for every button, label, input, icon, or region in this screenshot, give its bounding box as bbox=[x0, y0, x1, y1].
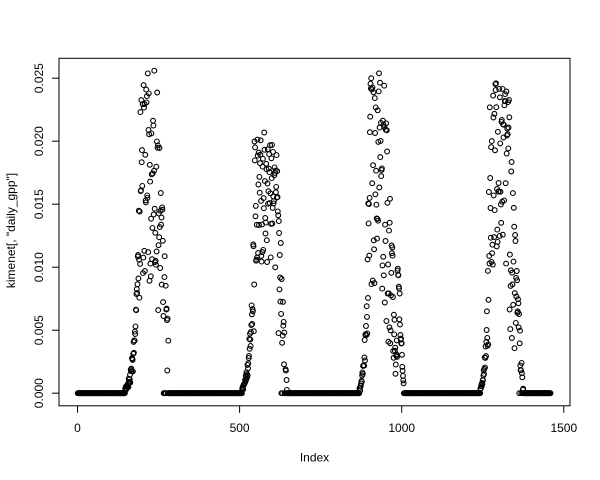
svg-text:kimenet[, "daily_gpp"]: kimenet[, "daily_gpp"] bbox=[4, 173, 18, 288]
svg-text:Index: Index bbox=[300, 450, 329, 464]
svg-text:500: 500 bbox=[230, 421, 250, 435]
svg-text:0.020: 0.020 bbox=[32, 126, 46, 156]
svg-text:0.000: 0.000 bbox=[32, 378, 46, 408]
svg-text:0.005: 0.005 bbox=[32, 315, 46, 345]
svg-text:0: 0 bbox=[74, 421, 81, 435]
svg-text:1500: 1500 bbox=[550, 421, 577, 435]
svg-text:0.010: 0.010 bbox=[32, 252, 46, 282]
svg-text:0.015: 0.015 bbox=[32, 189, 46, 219]
svg-text:1000: 1000 bbox=[388, 421, 415, 435]
svg-text:0.025: 0.025 bbox=[32, 63, 46, 93]
